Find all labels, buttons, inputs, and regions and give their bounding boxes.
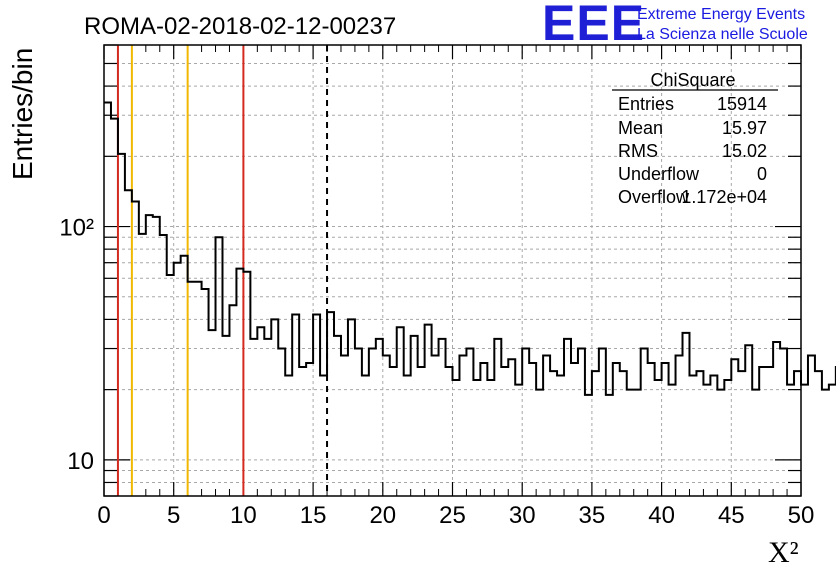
eee-logo-line2: La Scienza nelle Scuole <box>637 26 808 43</box>
x-tick-label: 40 <box>648 502 675 529</box>
stats-underflow-label: Underflow <box>618 164 700 184</box>
chart-title: ROMA-02-2018-02-12-00237 <box>84 13 396 40</box>
eee-logo-mark: EEE <box>542 0 645 51</box>
y-tick-labels: 10 10² <box>59 215 94 475</box>
stats-rms-label: RMS <box>618 141 658 161</box>
y-axis-label: Entries/bin <box>7 48 38 180</box>
y-tick-label: 10² <box>59 215 94 242</box>
stats-entries-value: 15914 <box>717 94 767 114</box>
stats-entries-label: Entries <box>618 94 674 114</box>
x-tick-label: 30 <box>509 502 536 529</box>
grid <box>104 44 801 497</box>
x-axis-label: X² <box>768 536 799 569</box>
histogram-outline <box>104 101 836 396</box>
stats-underflow-value: 0 <box>757 164 767 184</box>
x-tick-label: 5 <box>167 502 180 529</box>
stats-overflow-value: 1.172e+04 <box>681 187 767 207</box>
y-tick-label: 10 <box>67 448 94 475</box>
x-tick-label: 50 <box>788 502 815 529</box>
eee-logo-line1: Extreme Energy Events <box>637 6 805 23</box>
stats-mean-label: Mean <box>618 118 663 138</box>
plot-frame <box>103 44 802 497</box>
x-tick-label: 35 <box>579 502 606 529</box>
x-tick-label: 45 <box>718 502 745 529</box>
stats-overflow-label: Overflow <box>618 187 690 207</box>
x-tick-label: 10 <box>230 502 257 529</box>
x-tick-label: 15 <box>300 502 327 529</box>
eee-logo: EEE Extreme Energy Events La Scienza nel… <box>542 0 808 51</box>
x-tick-label: 20 <box>369 502 396 529</box>
x-tick-labels: 0 5 10 15 20 25 30 35 40 45 50 <box>97 502 814 529</box>
stats-box: ChiSquare Entries 15914 Mean 15.97 RMS 1… <box>612 70 778 207</box>
stats-mean-value: 15.97 <box>722 118 767 138</box>
x-tick-label: 25 <box>439 502 466 529</box>
x-tick-label: 0 <box>97 502 110 529</box>
histogram-series <box>104 101 836 396</box>
stats-box-name: ChiSquare <box>650 70 735 90</box>
stats-rms-value: 15.02 <box>722 141 767 161</box>
